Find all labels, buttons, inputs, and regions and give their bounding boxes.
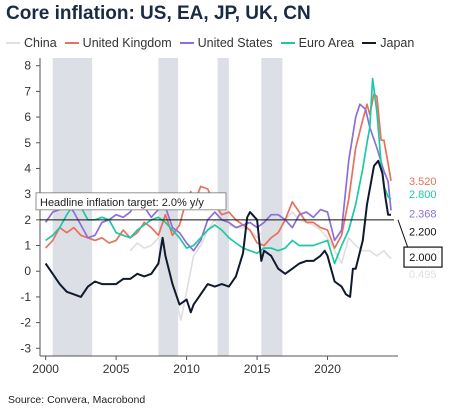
callout-value: 2.000 bbox=[409, 252, 437, 264]
callout-box bbox=[403, 246, 443, 268]
legend-swatch-1 bbox=[64, 42, 79, 44]
end-label-3: 2.800 bbox=[409, 189, 437, 201]
y-tick-label-7: 4 bbox=[24, 161, 31, 175]
x-tick-label-4: 2020 bbox=[314, 362, 341, 376]
y-tick-label-9: 6 bbox=[24, 110, 31, 124]
legend-item-0: China bbox=[6, 36, 57, 50]
legend-label-2: United States bbox=[197, 36, 273, 50]
y-tick-label-2: -1 bbox=[20, 290, 31, 304]
y-tick-label-11: 8 bbox=[24, 59, 31, 73]
y-tick-label-0: -3 bbox=[20, 341, 31, 355]
series-line-2 bbox=[44, 103, 392, 252]
y-tick-label-1: -2 bbox=[20, 316, 31, 330]
legend: China United Kingdom United States Euro Are… bbox=[6, 36, 422, 50]
legend-item-2: United States bbox=[179, 36, 273, 50]
x-tick-label-3: 2015 bbox=[244, 362, 271, 376]
x-tick-label-2: 2010 bbox=[173, 362, 200, 376]
y-tick-label-6: 3 bbox=[24, 187, 31, 201]
y-tick-label-5: 2 bbox=[24, 213, 31, 227]
series-line-1 bbox=[44, 93, 392, 249]
legend-swatch-0 bbox=[6, 42, 20, 44]
legend-swatch-2 bbox=[179, 42, 194, 44]
source-note: Source: Convera, Macrobond bbox=[8, 394, 146, 406]
callout-leader bbox=[397, 219, 409, 249]
legend-item-3: Euro Area bbox=[280, 36, 355, 50]
legend-label-3: Euro Area bbox=[298, 36, 355, 50]
end-label-2: 2.368 bbox=[409, 208, 437, 220]
legend-item-4: Japan bbox=[362, 36, 414, 50]
legend-label-1: United Kingdom bbox=[82, 36, 172, 50]
end-label-4: 2.200 bbox=[409, 226, 437, 238]
legend-swatch-3 bbox=[280, 42, 295, 44]
legend-label-4: Japan bbox=[380, 36, 415, 50]
x-tick-label-1: 2005 bbox=[103, 362, 130, 376]
legend-swatch-4 bbox=[362, 42, 377, 44]
legend-label-0: China bbox=[24, 36, 57, 50]
target-label: Headline inflation target: 2.0% y/y bbox=[40, 197, 204, 209]
series-line-0 bbox=[129, 211, 392, 321]
y-tick-label-8: 5 bbox=[24, 136, 31, 150]
end-label-0: 0.495 bbox=[409, 269, 437, 281]
y-tick-label-3: 0 bbox=[24, 264, 31, 278]
end-label-1: 3.520 bbox=[409, 176, 437, 188]
target-label-box bbox=[35, 192, 227, 211]
shaded-band-3 bbox=[261, 58, 283, 356]
series-line-4 bbox=[44, 159, 391, 314]
y-tick-label-10: 7 bbox=[24, 84, 31, 98]
y-tick-label-4: 1 bbox=[24, 239, 31, 253]
x-tick-label-0: 2000 bbox=[32, 362, 59, 376]
chart-title: Core inflation: US, EA, JP, UK, CN bbox=[6, 3, 311, 24]
legend-item-1: United Kingdom bbox=[64, 36, 172, 50]
